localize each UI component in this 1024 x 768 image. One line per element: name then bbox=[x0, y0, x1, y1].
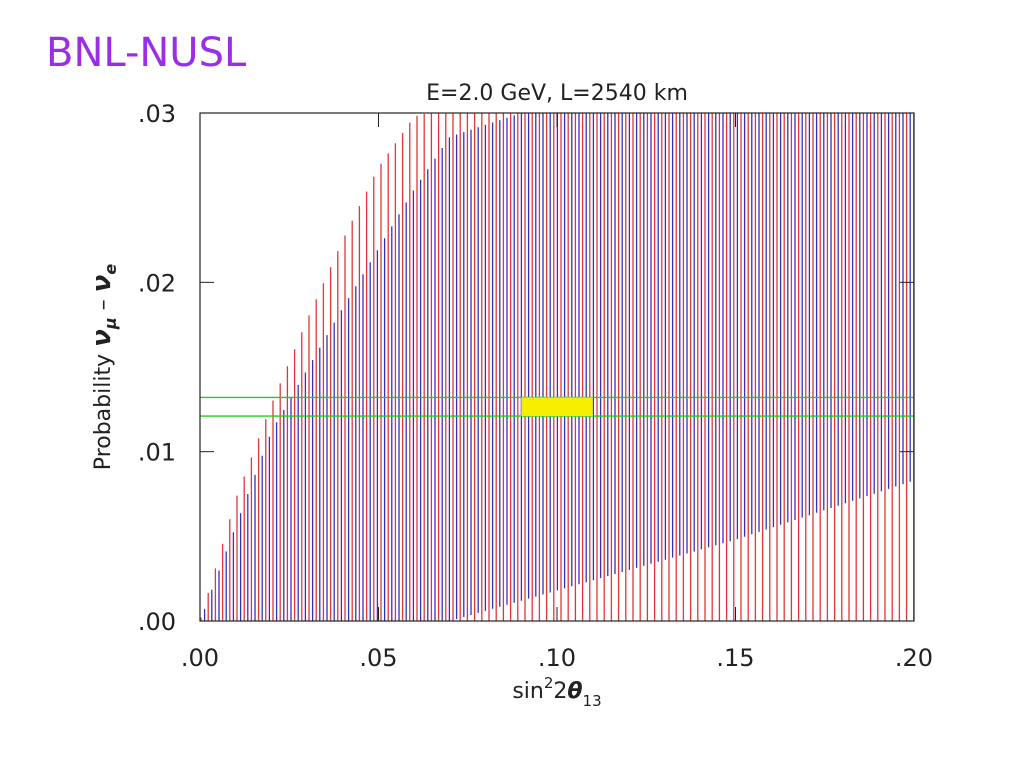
y-tick-label: .01 bbox=[138, 439, 176, 467]
hatch-layer bbox=[200, 113, 914, 621]
x-axis-title: sin22θ13 bbox=[512, 674, 601, 710]
tick-layer: .00 .05 .10 .15 .20 .00 .01 .02 .03 bbox=[138, 100, 933, 672]
plot-title: E=2.0 GeV, L=2540 km bbox=[426, 81, 688, 106]
x-tick-label: .10 bbox=[538, 644, 576, 672]
highlight-box bbox=[521, 397, 593, 417]
y-tick-label: .02 bbox=[138, 269, 176, 297]
y-axis-title: Probability νμ – νe bbox=[87, 264, 120, 471]
y-tick-label: .00 bbox=[138, 608, 176, 636]
band-layer bbox=[200, 396, 914, 417]
y-tick-label: .03 bbox=[138, 100, 176, 128]
x-tick-label: .20 bbox=[895, 644, 933, 672]
x-tick-label: .00 bbox=[181, 644, 219, 672]
x-tick-label: .15 bbox=[716, 644, 754, 672]
slide-title: BNL-NUSL bbox=[46, 30, 247, 76]
x-tick-label: .05 bbox=[359, 644, 397, 672]
